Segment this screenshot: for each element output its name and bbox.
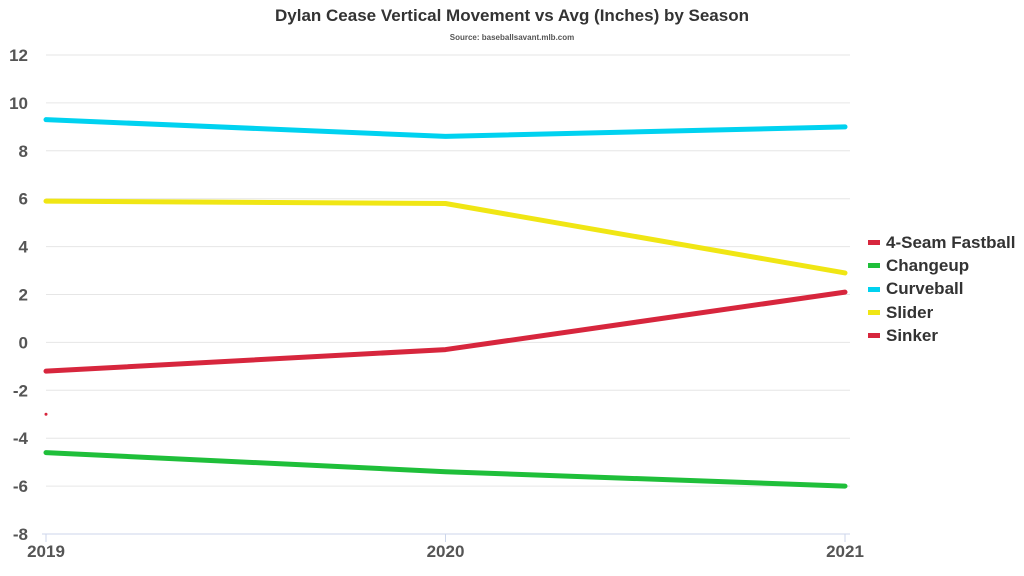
x-tick-label: 2021: [826, 542, 864, 561]
y-tick-label: -6: [13, 477, 28, 496]
y-tick-label: 4: [19, 238, 29, 257]
y-tick-label: 8: [19, 142, 28, 161]
legend-item[interactable]: 4-Seam Fastball: [868, 231, 1015, 254]
legend-label: Changeup: [886, 255, 970, 275]
legend-swatch: [868, 333, 880, 339]
series-line-4-seam-fastball: [43, 289, 848, 374]
legend-label: Curveball: [886, 279, 964, 299]
chart-subtitle: Source: baseballsavant.mlb.com: [449, 33, 575, 42]
legend-item[interactable]: Sinker: [868, 324, 1015, 347]
y-tick-label: -8: [13, 525, 28, 544]
y-tick-label: -2: [13, 381, 28, 400]
data-point-sinker: [44, 412, 48, 416]
x-tick-label: 2019: [27, 542, 65, 561]
series-line-curveball: [43, 117, 848, 139]
legend-item[interactable]: Slider: [868, 301, 1015, 324]
x-tick-label: 2020: [427, 542, 465, 561]
legend-swatch: [868, 310, 880, 316]
legend-label: Sinker: [886, 325, 938, 345]
legend-swatch: [868, 286, 880, 292]
chart-title: Dylan Cease Vertical Movement vs Avg (In…: [275, 6, 749, 25]
series-line-changeup: [43, 450, 848, 489]
legend-swatch: [868, 240, 880, 246]
legend-label: Slider: [886, 302, 934, 322]
y-tick-label: 12: [9, 46, 28, 65]
y-tick-label: 2: [19, 286, 28, 305]
series-line-slider: [43, 198, 848, 276]
legend-swatch: [868, 263, 880, 269]
legend-item[interactable]: Curveball: [868, 278, 1015, 301]
y-tick-label: -4: [13, 429, 29, 448]
y-tick-label: 0: [19, 333, 28, 352]
legend: 4-Seam Fastball Changeup Curveball Slider Si…: [868, 231, 1015, 347]
legend-label: 4-Seam Fastball: [886, 232, 1016, 252]
y-tick-label: 6: [19, 190, 28, 209]
y-tick-label: 10: [9, 94, 28, 113]
legend-item[interactable]: Changeup: [868, 254, 1015, 277]
